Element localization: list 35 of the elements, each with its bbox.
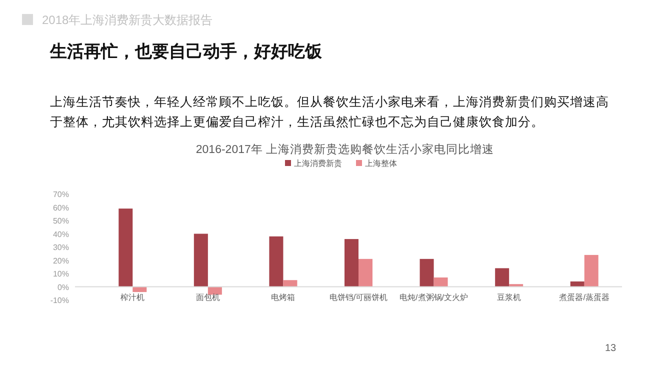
x-tick-label: 电烤箱 — [271, 293, 296, 302]
bar — [269, 236, 284, 287]
x-tick-label: 豆浆机 — [497, 293, 522, 302]
bar — [570, 281, 584, 287]
y-tick-label: 10% — [52, 270, 69, 278]
y-tick-label: 60% — [52, 203, 69, 212]
bar — [420, 258, 434, 287]
bar — [283, 280, 298, 287]
y-tick-label: 70% — [52, 190, 69, 199]
x-tick-label: 电饼铛/可丽饼机 — [329, 293, 388, 302]
y-tick-label: 30% — [52, 243, 69, 252]
bar — [495, 268, 510, 287]
x-tick-label: 榨汁机 — [120, 293, 145, 302]
bar — [509, 284, 524, 287]
text: 生活再忙，也要自己动手，好好吃饭 — [49, 42, 323, 61]
bar — [358, 258, 372, 287]
chart-title: 2016-2017年 上海消费新贵选购餐饮生活小家电同比增速 — [196, 142, 494, 156]
bar — [584, 254, 598, 287]
legend-label: 上海整体 — [365, 159, 397, 168]
y-tick-label: 0% — [57, 282, 69, 292]
x-tick-label: 面包机 — [196, 293, 220, 302]
text: 2018年上海消费新贵大数据报告 — [42, 13, 213, 27]
legend-label: 上海消费新贵 — [294, 159, 342, 168]
bar — [344, 239, 358, 287]
text: 上海生活节奏快，年轻人经常顾不上吃饭。但从餐饮生活小家电来看，上海消费新贵们购买增速高于整体，尤其饮料选择上更偏爱自己榨汁，生活虽然忙碌也不忘为自己健康饮食加分。 — [50, 94, 609, 129]
y-tick-label: 20% — [52, 256, 69, 266]
text: 13 — [605, 343, 617, 354]
y-tick-label: 40% — [52, 230, 69, 239]
bar — [434, 277, 448, 287]
y-tick-label: 50% — [52, 216, 69, 226]
bar — [194, 234, 208, 287]
bar — [118, 208, 133, 287]
x-tick-label: 电炖/煮粥锅/文火炉 — [400, 293, 468, 302]
y-tick-label: -10% — [50, 296, 69, 305]
x-tick-label: 煮蛋器/蒸蛋器 — [559, 293, 610, 302]
